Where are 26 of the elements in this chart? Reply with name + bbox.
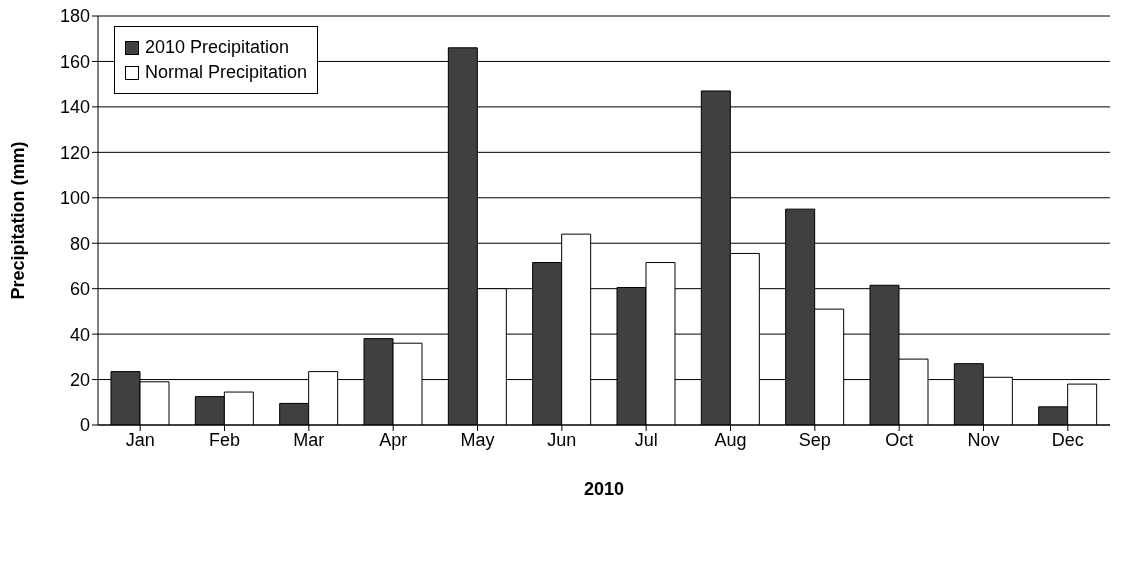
x-tick-label: Aug	[714, 429, 747, 450]
x-tick-label: Jul	[634, 429, 658, 450]
y-tick-label: 140	[59, 97, 90, 118]
x-axis-title: 2010	[583, 479, 625, 499]
y-tick-label: 20	[69, 369, 90, 390]
x-tick-label: May	[460, 429, 495, 450]
y-tick-label: 180	[59, 6, 90, 27]
x-tick-label: Sep	[798, 429, 831, 450]
y-tick-label: 40	[69, 324, 90, 345]
y-axis-title: Precipitation (mm)	[8, 141, 29, 300]
legend-label: 2010 Precipitation	[145, 37, 290, 58]
y-tick-label: 0	[79, 415, 90, 436]
x-tick-label: Nov	[967, 429, 1000, 450]
x-tick-label: Jun	[547, 429, 577, 450]
x-tick-label: Feb	[208, 429, 241, 450]
x-tick-label: Jan	[125, 429, 155, 450]
x-tick-label: Apr	[379, 429, 408, 450]
y-tick-label: 100	[59, 188, 90, 209]
legend-label: Normal Precipitation	[145, 62, 308, 83]
y-tick-label: 80	[69, 233, 90, 254]
y-tick-label: 120	[59, 142, 90, 163]
x-tick-label: Oct	[885, 429, 914, 450]
y-tick-label: 60	[69, 279, 90, 300]
y-tick-label: 160	[59, 51, 90, 72]
x-tick-label: Mar	[293, 429, 325, 450]
x-tick-label: Dec	[1051, 429, 1084, 450]
